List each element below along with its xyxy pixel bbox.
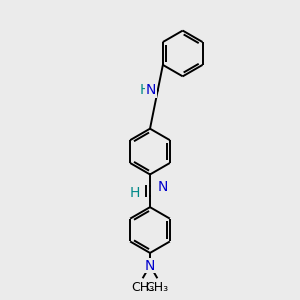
Text: H: H — [130, 186, 140, 200]
Text: N: N — [145, 259, 155, 272]
Text: CH₃: CH₃ — [132, 281, 155, 294]
Text: N: N — [158, 180, 168, 194]
Text: H: H — [139, 83, 150, 98]
Text: CH₃: CH₃ — [145, 281, 168, 294]
Text: N: N — [146, 83, 156, 98]
